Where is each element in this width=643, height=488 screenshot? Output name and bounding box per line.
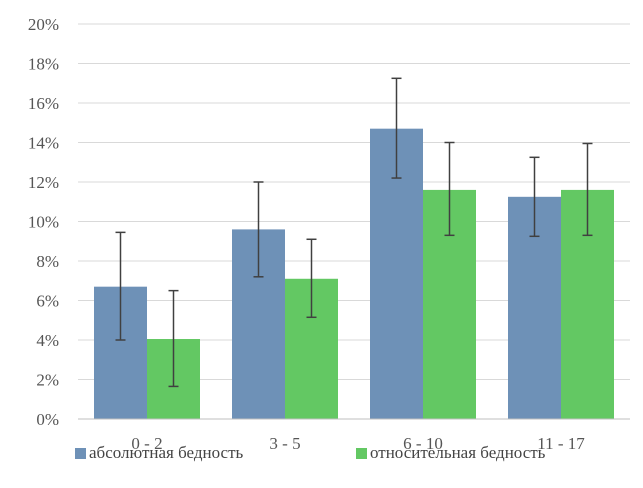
y-tick-label: 14% [28, 134, 59, 153]
y-tick-label: 2% [36, 371, 59, 390]
x-tick-label: 0 - 2 [131, 434, 162, 453]
y-tick-label: 20% [28, 15, 59, 34]
y-tick-label: 18% [28, 55, 59, 74]
bars [94, 128, 614, 420]
legend-label-absolute: абсолютная бедность [89, 443, 244, 462]
x-tick-label: 3 - 5 [269, 434, 300, 453]
y-tick-label: 4% [36, 331, 59, 350]
y-axis-ticks: 0% 2% 4% 6% 8% 10% 12% 14% 16% 18% 20% [28, 15, 59, 429]
y-tick-label: 0% [36, 410, 59, 429]
y-tick-label: 6% [36, 292, 59, 311]
error-bars [115, 77, 593, 388]
y-tick-label: 10% [28, 213, 59, 232]
legend-item-absolute: абсолютная бедность [75, 443, 243, 463]
y-tick-label: 8% [36, 252, 59, 271]
y-tick-label: 12% [28, 173, 59, 192]
x-axis-ticks: 0 - 2 3 - 5 6 - 10 11 - 17 [131, 434, 585, 453]
legend-swatch-relative [356, 447, 367, 459]
legend-label-relative: относительная бедность [370, 443, 546, 462]
x-tick-label: 6 - 10 [403, 434, 443, 453]
x-tick-label: 11 - 17 [537, 434, 585, 453]
legend-item-relative: относительная бедность [356, 443, 545, 463]
legend-swatch-absolute [75, 447, 86, 459]
y-tick-label: 16% [28, 94, 59, 113]
legend: абсолютная бедность относительная беднос… [0, 443, 643, 467]
